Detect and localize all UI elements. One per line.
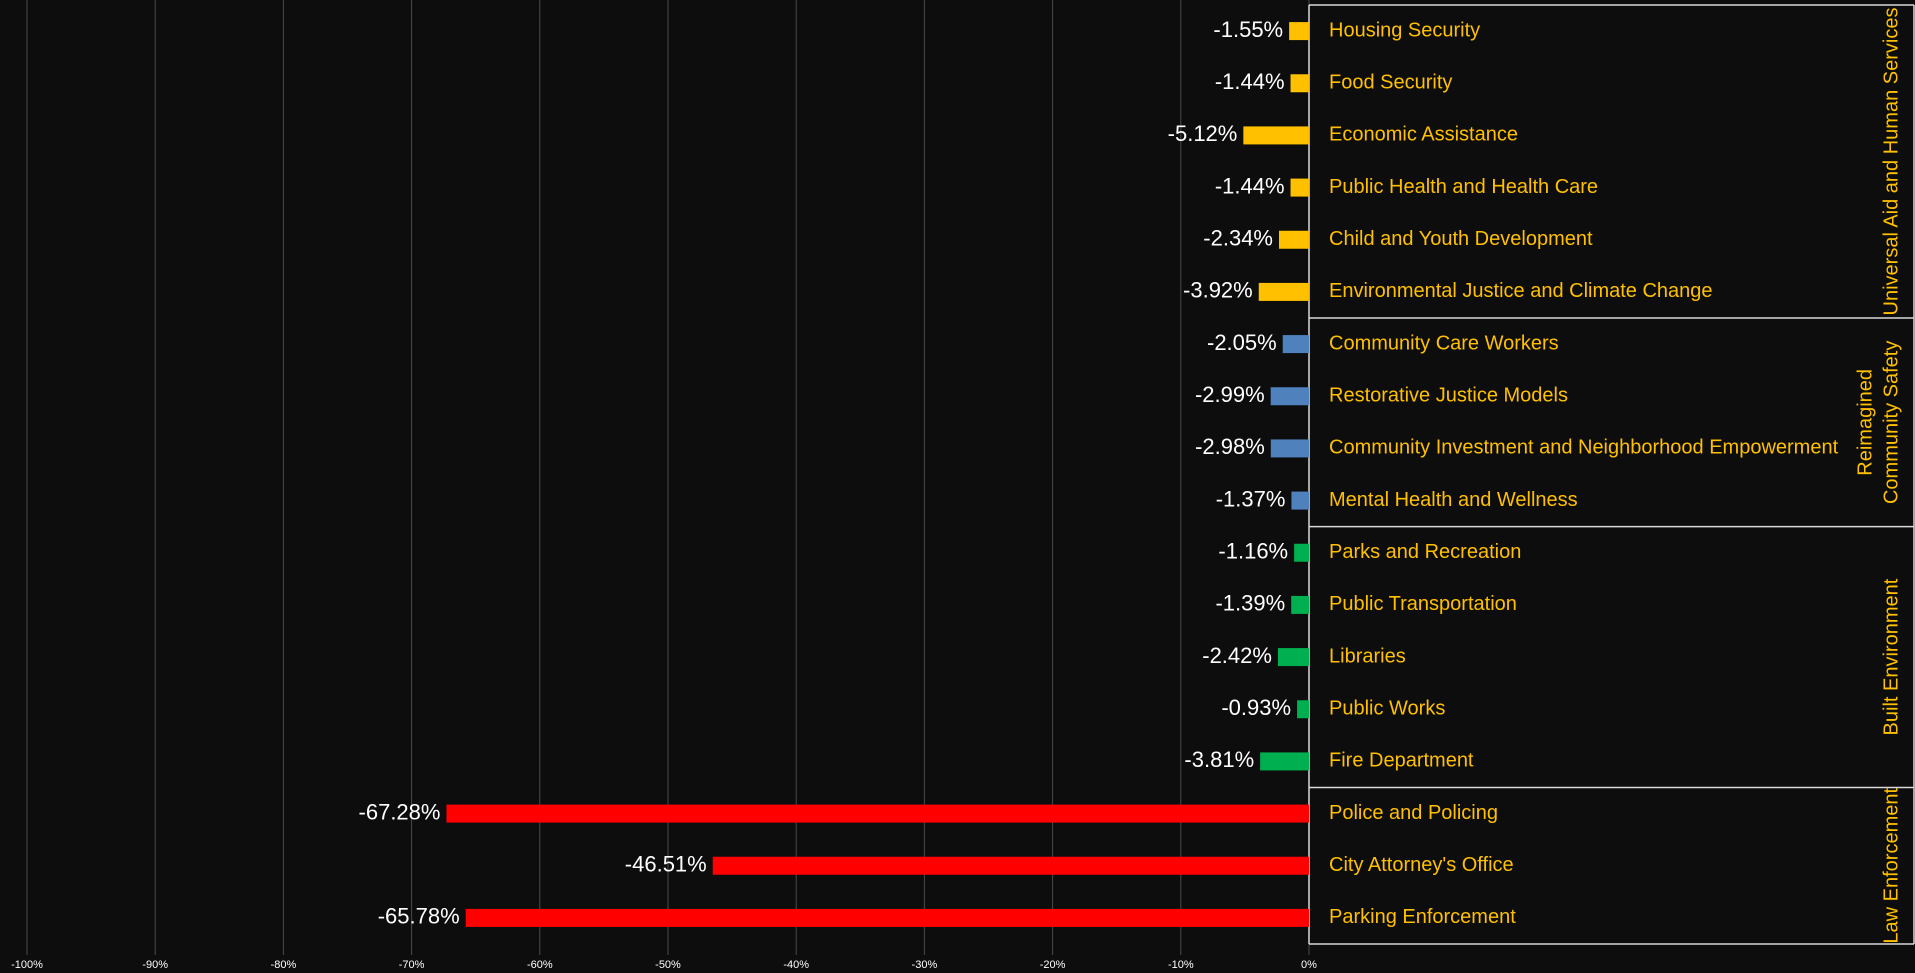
bar	[1289, 22, 1309, 41]
value-label: -1.44%	[1215, 69, 1285, 94]
value-label: -2.34%	[1203, 226, 1273, 251]
x-tick-label: -80%	[271, 959, 297, 971]
x-tick-label: -70%	[399, 959, 425, 971]
x-tick-label: -10%	[1168, 959, 1194, 971]
value-label: -1.16%	[1218, 539, 1288, 564]
category-label: Housing Security	[1329, 19, 1480, 41]
value-label: -67.28%	[359, 799, 441, 824]
category-label: Community Care Workers	[1329, 332, 1559, 354]
category-label: Community Investment and Neighborhood Em…	[1329, 437, 1839, 459]
bar	[1258, 282, 1309, 301]
group-label: Community Safety	[1880, 341, 1902, 504]
value-label: -2.42%	[1202, 643, 1272, 668]
value-label: -1.37%	[1216, 486, 1286, 511]
value-label: -1.39%	[1215, 591, 1285, 616]
value-label: -1.55%	[1213, 17, 1283, 42]
x-tick-label: -100%	[11, 959, 43, 971]
category-label: Child and Youth Development	[1329, 228, 1593, 250]
x-tick-label: 0%	[1301, 959, 1317, 971]
bar	[1270, 439, 1309, 458]
bar	[1243, 126, 1309, 145]
category-label: Economic Assistance	[1329, 124, 1518, 146]
bar	[1294, 543, 1309, 562]
category-label: Police and Policing	[1329, 802, 1498, 824]
value-label: -2.05%	[1207, 330, 1277, 355]
category-label: Restorative Justice Models	[1329, 385, 1568, 407]
value-label: -0.93%	[1221, 695, 1291, 720]
bar	[446, 804, 1309, 823]
bar	[465, 908, 1309, 927]
bar	[1270, 387, 1309, 406]
category-label: City Attorney's Office	[1329, 854, 1514, 876]
bar	[1291, 595, 1309, 614]
group-label: Built Environment	[1880, 578, 1902, 735]
category-label: Parks and Recreation	[1329, 541, 1521, 563]
value-label: -5.12%	[1168, 121, 1238, 146]
group-label: Universal Aid and Human Services	[1880, 8, 1902, 316]
value-label: -2.98%	[1195, 434, 1265, 459]
category-label: Mental Health and Wellness	[1329, 489, 1578, 511]
category-label: Public Transportation	[1329, 593, 1517, 615]
bar	[1282, 335, 1309, 354]
group-label: Law Enforcement	[1880, 787, 1902, 943]
value-label: -65.78%	[378, 904, 460, 929]
x-tick-label: -30%	[912, 959, 938, 971]
x-tick-label: -50%	[655, 959, 681, 971]
x-tick-label: -20%	[1040, 959, 1066, 971]
value-label: -46.51%	[625, 852, 707, 877]
value-label: -2.99%	[1195, 382, 1265, 407]
bar	[1260, 752, 1309, 771]
value-label: -1.44%	[1215, 173, 1285, 198]
bar	[1277, 648, 1309, 667]
bar	[1290, 74, 1309, 93]
category-label: Fire Department	[1329, 750, 1474, 772]
x-tick-label: -60%	[527, 959, 553, 971]
value-label: -3.81%	[1184, 747, 1254, 772]
category-label: Public Works	[1329, 698, 1445, 720]
value-label: -3.92%	[1183, 278, 1253, 303]
x-tick-label: -40%	[783, 959, 809, 971]
bar	[1297, 700, 1309, 719]
bar	[712, 856, 1309, 875]
category-label: Parking Enforcement	[1329, 906, 1516, 928]
category-label: Environmental Justice and Climate Change	[1329, 280, 1713, 302]
bar	[1279, 230, 1309, 249]
category-label: Public Health and Health Care	[1329, 176, 1598, 198]
group-label: Reimagined	[1854, 369, 1876, 476]
bar	[1291, 491, 1309, 510]
category-label: Food Security	[1329, 72, 1452, 94]
category-label: Libraries	[1329, 645, 1406, 667]
x-tick-label: -90%	[142, 959, 168, 971]
bar	[1290, 178, 1309, 197]
